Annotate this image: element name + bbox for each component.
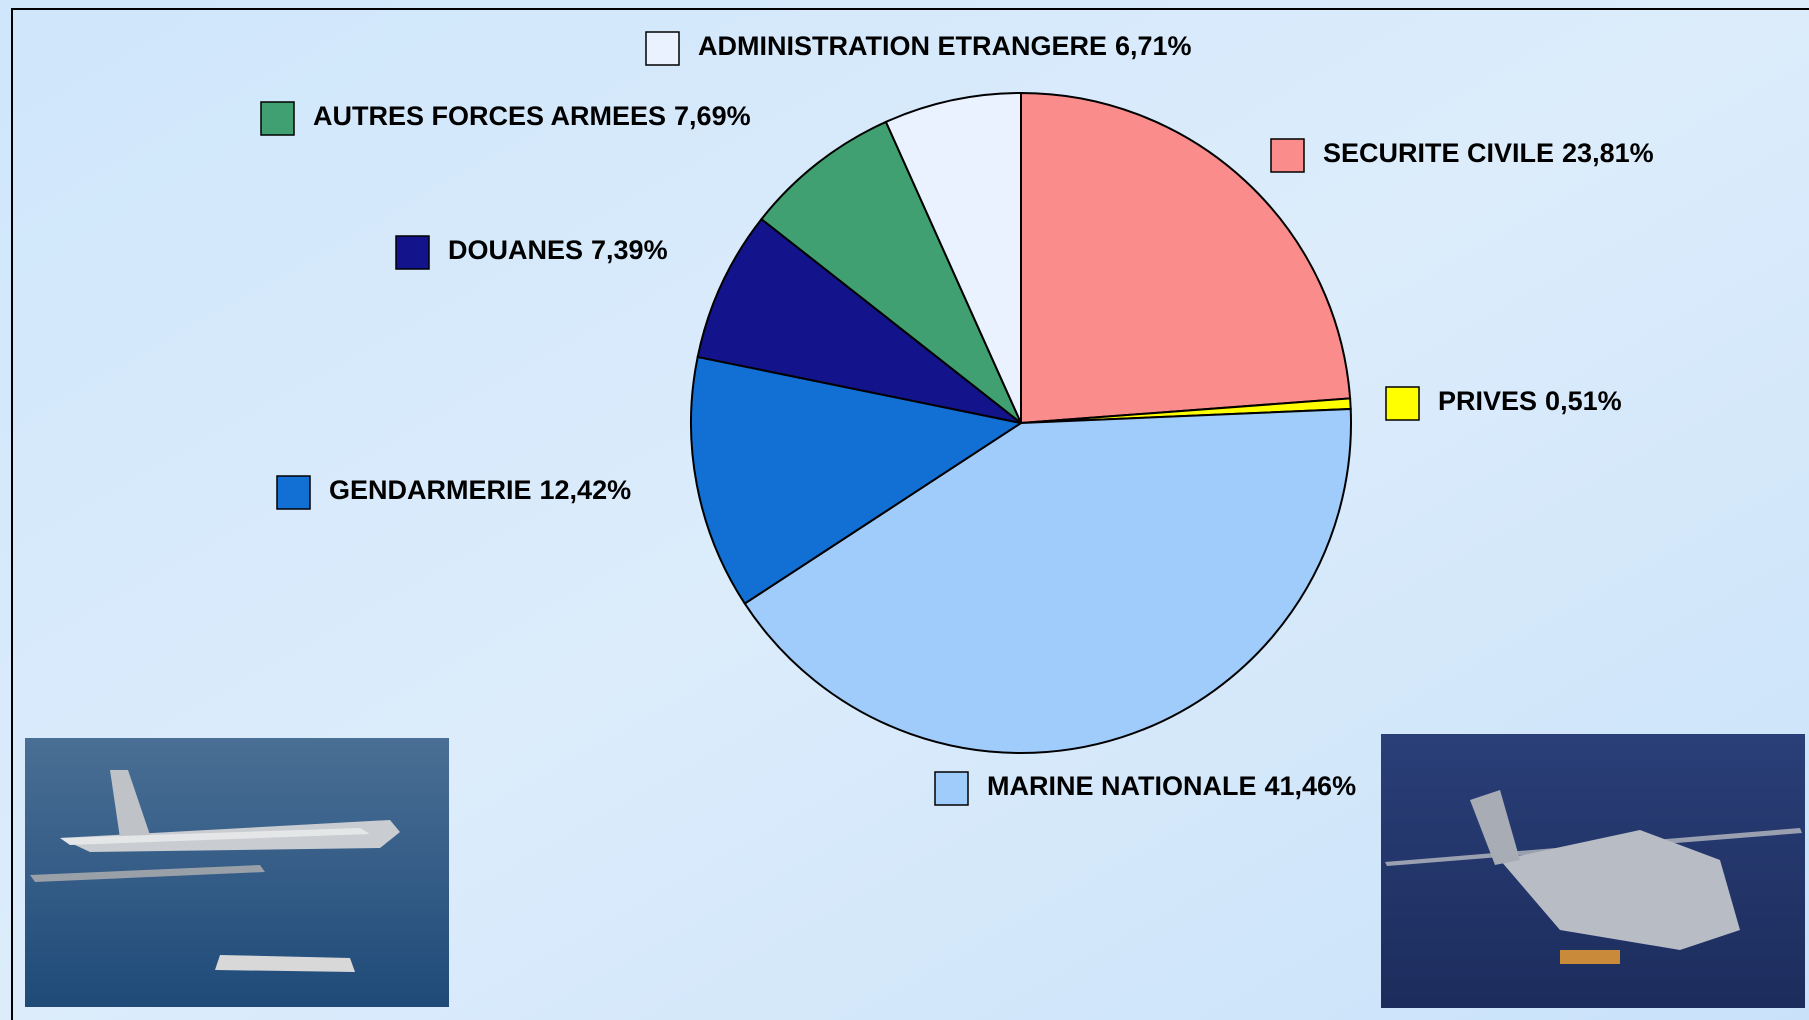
- pie-slice: [696, 217, 1022, 424]
- legend-swatch: [645, 31, 680, 66]
- slice-value: 7,69%: [674, 101, 751, 131]
- slice-name: GENDARMERIE: [329, 475, 532, 505]
- legend-swatch: [276, 475, 311, 510]
- slice-label: GENDARMERIE 12,42%: [329, 475, 631, 505]
- legend-swatch: [1385, 386, 1420, 421]
- slice-name: MARINE NATIONALE: [987, 771, 1257, 801]
- photo-helicopter: [1381, 734, 1805, 1008]
- legend-swatch: [395, 235, 430, 270]
- pie-slice: [1020, 91, 1352, 425]
- slice-value: 0,51%: [1545, 386, 1622, 416]
- slice-value: 23,81%: [1562, 138, 1654, 168]
- pie-slice: [884, 91, 1022, 424]
- slice-label: MARINE NATIONALE 41,46%: [987, 771, 1356, 801]
- slice-name: SECURITE CIVILE: [1323, 138, 1554, 168]
- slice-value: 7,39%: [591, 235, 668, 265]
- legend-swatch: [260, 101, 295, 136]
- slice-name: PRIVES: [1438, 386, 1537, 416]
- frame: [11, 8, 1809, 1020]
- slice-label: ADMINISTRATION ETRANGERE 6,71%: [698, 31, 1192, 61]
- slice-label: PRIVES 0,51%: [1438, 386, 1622, 416]
- slice-name: AUTRES FORCES ARMEES: [313, 101, 666, 131]
- slice-value: 6,71%: [1115, 31, 1192, 61]
- pie-slice: [743, 407, 1352, 754]
- slice-name: ADMINISTRATION ETRANGERE: [698, 31, 1107, 61]
- slice-value: 12,42%: [540, 475, 632, 505]
- legend-swatch: [934, 771, 969, 806]
- pie-slice: [690, 355, 1024, 605]
- pie-slice: [760, 120, 1022, 424]
- slice-label: DOUANES 7,39%: [448, 235, 668, 265]
- slice-name: DOUANES: [448, 235, 583, 265]
- slice-label: SECURITE CIVILE 23,81%: [1323, 138, 1654, 168]
- photo-airplane: [25, 738, 449, 1007]
- legend-swatch: [1270, 138, 1305, 173]
- slice-label: AUTRES FORCES ARMEES 7,69%: [313, 101, 751, 131]
- slice-value: 41,46%: [1265, 771, 1357, 801]
